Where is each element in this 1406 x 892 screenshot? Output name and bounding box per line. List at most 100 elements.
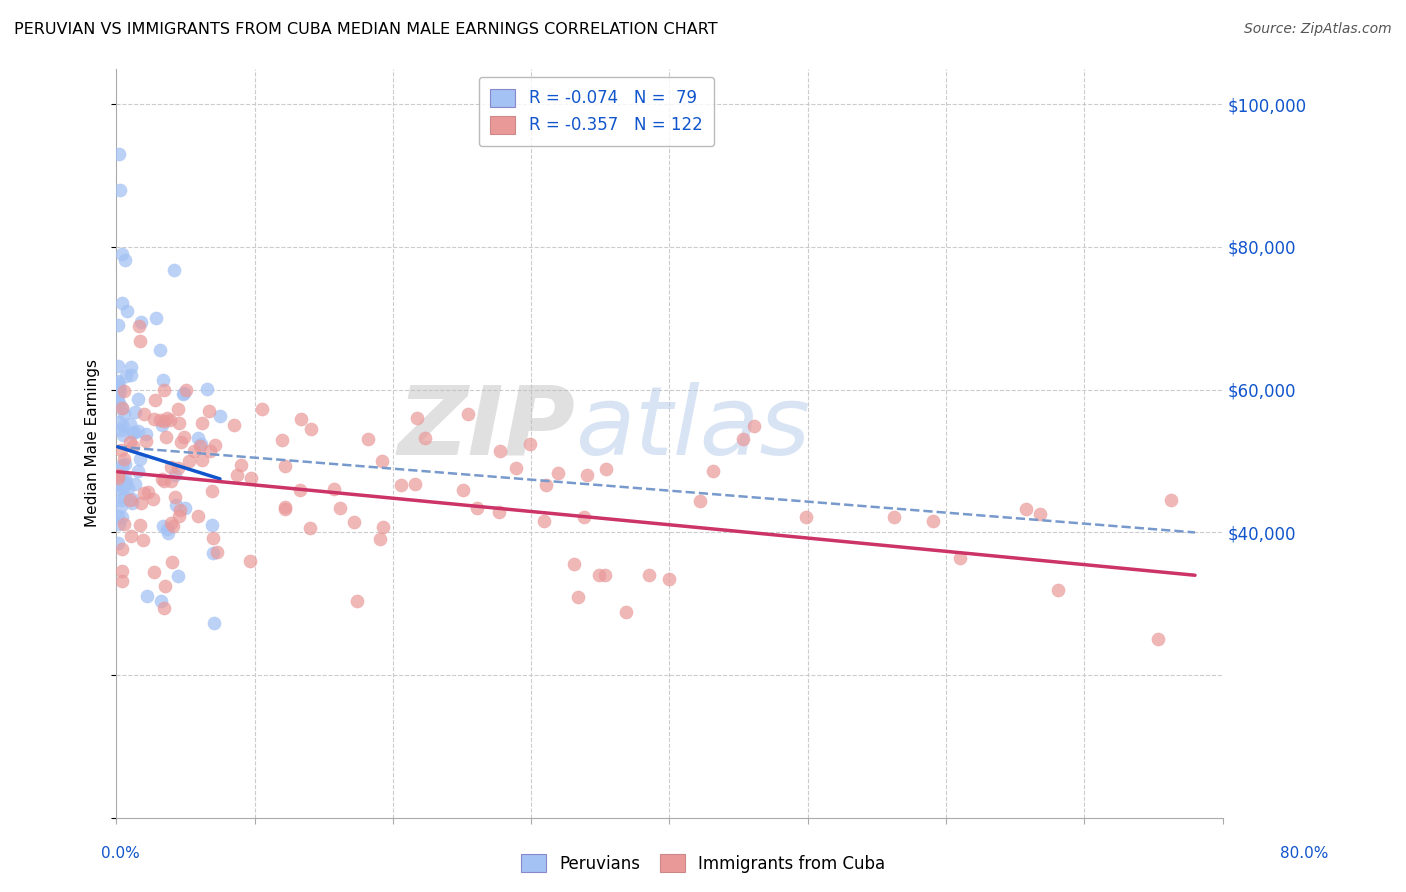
Point xyxy=(163,468,186,483)
Point xyxy=(107,477,129,491)
Point xyxy=(201,517,224,532)
Point xyxy=(108,183,131,197)
Point xyxy=(198,443,221,458)
Point xyxy=(1015,502,1038,516)
Point xyxy=(107,415,129,429)
Point xyxy=(195,382,218,396)
Point xyxy=(111,419,134,434)
Point xyxy=(107,396,129,410)
Point xyxy=(329,501,352,516)
Legend: R = -0.074   N =  79, R = -0.357   N = 122: R = -0.074 N = 79, R = -0.357 N = 122 xyxy=(478,77,714,146)
Point xyxy=(188,439,211,453)
Point xyxy=(274,502,297,516)
Point xyxy=(110,472,132,486)
Point xyxy=(389,477,412,491)
Point xyxy=(128,517,150,532)
Point xyxy=(110,499,132,513)
Point xyxy=(614,605,637,619)
Point xyxy=(489,443,512,458)
Point xyxy=(595,461,617,475)
Text: Source: ZipAtlas.com: Source: ZipAtlas.com xyxy=(1244,22,1392,37)
Point xyxy=(107,536,129,550)
Point xyxy=(162,518,184,533)
Y-axis label: Median Male Earnings: Median Male Earnings xyxy=(86,359,100,527)
Point xyxy=(111,574,134,588)
Point xyxy=(107,394,129,409)
Legend: Peruvians, Immigrants from Cuba: Peruvians, Immigrants from Cuba xyxy=(515,847,891,880)
Point xyxy=(160,516,183,530)
Point xyxy=(222,418,245,433)
Point xyxy=(1029,507,1052,521)
Point xyxy=(534,478,557,492)
Point xyxy=(120,529,142,543)
Point xyxy=(107,374,129,388)
Point xyxy=(406,411,429,425)
Point xyxy=(121,495,143,509)
Text: atlas: atlas xyxy=(575,382,810,475)
Point xyxy=(198,404,221,418)
Point xyxy=(111,401,134,416)
Point xyxy=(162,263,184,277)
Point xyxy=(576,468,599,483)
Point xyxy=(121,492,143,507)
Point xyxy=(152,384,174,398)
Point xyxy=(702,464,724,478)
Point xyxy=(174,383,197,397)
Point xyxy=(451,483,474,498)
Point xyxy=(149,593,172,607)
Point xyxy=(166,461,188,475)
Point xyxy=(107,471,129,485)
Point xyxy=(186,509,208,524)
Point xyxy=(343,515,366,529)
Point xyxy=(114,407,136,421)
Point xyxy=(107,475,129,489)
Point xyxy=(201,531,224,545)
Point xyxy=(205,545,228,559)
Point xyxy=(142,491,165,506)
Point xyxy=(160,459,183,474)
Point xyxy=(191,416,214,430)
Point xyxy=(110,443,132,458)
Point xyxy=(183,443,205,458)
Point xyxy=(172,387,194,401)
Point xyxy=(121,425,143,440)
Point xyxy=(107,318,129,332)
Point xyxy=(107,508,129,523)
Point xyxy=(110,493,132,508)
Point xyxy=(107,387,129,401)
Point xyxy=(111,401,134,415)
Point xyxy=(202,616,225,631)
Point xyxy=(156,411,179,425)
Point xyxy=(373,520,395,534)
Point xyxy=(121,439,143,453)
Point xyxy=(110,541,132,556)
Point xyxy=(152,373,174,387)
Point xyxy=(107,481,129,495)
Point xyxy=(274,500,297,514)
Point xyxy=(156,522,179,536)
Point xyxy=(111,427,134,442)
Point xyxy=(370,532,392,546)
Point xyxy=(110,384,132,398)
Text: 0.0%: 0.0% xyxy=(101,847,141,861)
Point xyxy=(129,452,152,467)
Point xyxy=(201,483,224,498)
Point xyxy=(112,490,135,504)
Point xyxy=(112,451,135,466)
Point xyxy=(593,568,616,582)
Point xyxy=(370,454,392,468)
Point xyxy=(921,515,943,529)
Point xyxy=(132,486,155,500)
Point xyxy=(346,594,368,608)
Point xyxy=(170,435,193,450)
Point xyxy=(129,496,152,510)
Point xyxy=(120,434,142,449)
Point xyxy=(128,318,150,333)
Point xyxy=(187,431,209,445)
Point xyxy=(191,453,214,467)
Point xyxy=(110,476,132,491)
Point xyxy=(567,591,589,605)
Point xyxy=(239,553,262,567)
Point xyxy=(114,470,136,484)
Point xyxy=(138,485,160,500)
